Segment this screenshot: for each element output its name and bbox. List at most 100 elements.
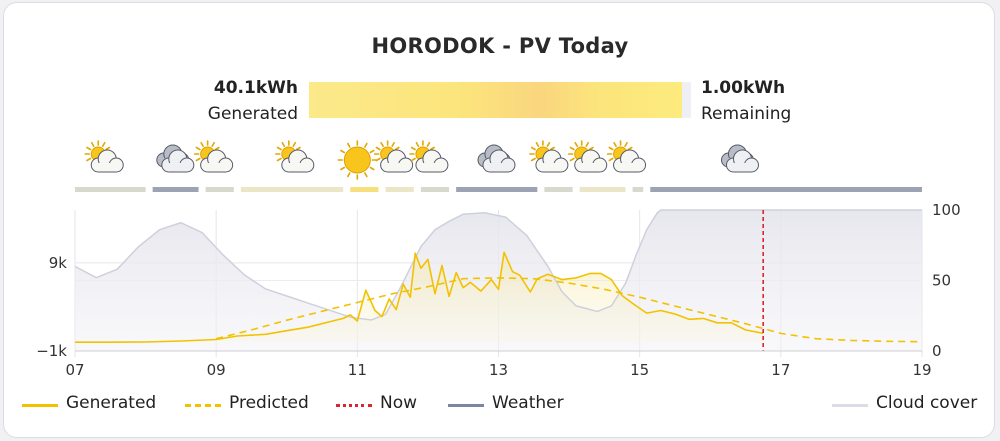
x-tick-label: 13 <box>489 361 508 379</box>
sun-ray <box>588 146 594 151</box>
energy-progress-bar <box>309 82 691 118</box>
partly-cloudy-icon <box>84 140 124 173</box>
sun-ray <box>546 141 551 148</box>
cloudy-icon <box>477 144 516 173</box>
sun-ray <box>375 157 381 162</box>
generated-stat: 40.1kWh Generated <box>150 78 298 124</box>
sun-ray <box>410 157 416 162</box>
sun-ray <box>375 146 381 151</box>
generated-label: Generated <box>207 104 298 124</box>
sun-ray <box>295 146 301 151</box>
cloudy-icon <box>156 144 195 173</box>
cloud-base <box>542 163 561 172</box>
y-right-tick-label: 0 <box>932 342 942 360</box>
remaining-label: Remaining <box>701 104 792 124</box>
area-fills <box>75 210 922 351</box>
sun-ray <box>340 149 346 154</box>
legend-swatch <box>22 404 58 407</box>
remaining-stat: 1.00kWh Remaining <box>701 78 881 124</box>
sun-ray <box>530 146 536 151</box>
sun-ray <box>214 146 220 151</box>
x-tick-label: 11 <box>348 361 367 379</box>
cloud-cover-area <box>75 210 922 351</box>
sun-ray <box>276 146 282 151</box>
weather-segment <box>420 187 450 192</box>
cloud-base <box>168 163 187 172</box>
sun-ray <box>86 146 92 151</box>
partly-cloudy-icon <box>373 140 414 173</box>
legend-label: Cloud cover <box>876 393 978 413</box>
sun-ray <box>585 141 590 148</box>
sun-ray <box>347 142 351 148</box>
series-lines <box>74 209 923 351</box>
sun-ray <box>369 166 375 171</box>
sun-ray <box>627 146 633 151</box>
sun-ray <box>394 146 400 151</box>
x-tick-label: 19 <box>912 361 931 379</box>
sun-disc <box>343 146 371 174</box>
sun-ray <box>347 172 351 178</box>
cloud-base <box>422 163 441 172</box>
legend-swatch <box>185 404 221 407</box>
sun-ray <box>86 157 92 162</box>
weather-segment <box>350 187 379 192</box>
weather-segment <box>240 187 344 192</box>
sun-ray <box>101 141 106 148</box>
sun-ray <box>380 141 384 148</box>
sun-ray <box>195 146 201 151</box>
weather-segment <box>75 187 146 192</box>
sun-ray <box>292 141 297 148</box>
sun-ray <box>426 141 431 148</box>
x-tick-label: 17 <box>771 361 790 379</box>
sun-ray <box>574 141 579 148</box>
legend-swatch <box>336 404 372 407</box>
partly-cloudy-icon <box>275 140 315 173</box>
sun-ray <box>281 141 286 148</box>
sun-ray <box>624 141 628 148</box>
weather-segment <box>385 187 414 192</box>
cloud-base <box>387 163 406 172</box>
sun-ray <box>608 146 614 151</box>
legend-label: Predicted <box>229 393 309 413</box>
sun-ray <box>410 146 416 151</box>
x-tick-label: 09 <box>207 361 226 379</box>
weather-segment <box>205 187 234 192</box>
sun-ray <box>105 146 111 151</box>
sun-ray <box>90 141 95 148</box>
legend-swatch <box>448 404 484 407</box>
cloudy-icon <box>720 144 759 173</box>
partly-cloudy-icon <box>193 140 234 173</box>
y-left-tick-label: 9k <box>49 254 68 272</box>
y-right-tick-label: 50 <box>932 272 951 290</box>
sun-ray <box>364 142 368 148</box>
weather-segment <box>152 187 199 192</box>
sun-ray <box>369 149 375 154</box>
chart-title: HORODOK - PV Today <box>371 34 629 58</box>
sun-ray <box>535 141 540 148</box>
sun-ray <box>391 141 395 148</box>
partly-cloudy-icon <box>409 140 449 173</box>
legend-label: Now <box>380 393 418 413</box>
sun-ray <box>530 157 536 162</box>
cloud-base <box>733 163 752 172</box>
axes: 07 09 11 13 15 17 19 −1k 9k 0 50 100 <box>36 201 960 379</box>
sun-ray <box>211 141 215 148</box>
cloud-base <box>620 163 639 172</box>
sun-ray <box>549 146 555 151</box>
legend-label: Weather <box>492 393 564 413</box>
generated-area <box>75 252 764 343</box>
sun-ray <box>613 141 617 148</box>
cloud-base <box>581 163 600 172</box>
weather-segment <box>544 187 573 192</box>
sun-ray <box>608 157 614 162</box>
weather-segment <box>632 187 644 192</box>
weather-segment <box>579 187 626 192</box>
sun-ray <box>200 141 204 148</box>
sun-ray <box>340 166 346 171</box>
legend-label: Generated <box>66 393 157 413</box>
generated-line <box>75 251 764 344</box>
sun-ray <box>276 157 282 162</box>
legend-swatch <box>832 404 868 407</box>
x-tick-label: 07 <box>65 361 84 379</box>
